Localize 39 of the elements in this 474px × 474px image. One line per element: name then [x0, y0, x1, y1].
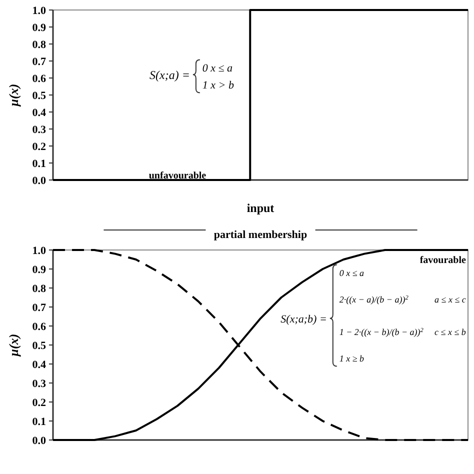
y-axis-title: μ(x) — [6, 334, 21, 358]
y-tick-label: 0.2 — [32, 396, 46, 409]
y-tick-label: 0.7 — [32, 56, 46, 68]
y-tick-label: 0.9 — [32, 22, 46, 34]
annotation: 1 − 2·((x − b)/(b − a))$^{2}$ — [339, 326, 424, 337]
y-tick-label: 0.9 — [32, 264, 46, 276]
text: partial membership — [214, 228, 308, 241]
y-tick-label: 0.3 — [32, 124, 46, 136]
y-tick-label: 1.0 — [32, 244, 46, 257]
y-tick-label: 0.7 — [32, 302, 46, 314]
annotation: 1 x > b — [202, 80, 234, 92]
annotation: favourable — [420, 255, 466, 266]
y-tick-label: 0.4 — [32, 358, 46, 371]
y-tick-label: 0.3 — [32, 378, 46, 390]
y-tick-label: 0.5 — [32, 90, 46, 102]
x-axis-title: input — [246, 201, 274, 215]
y-tick-label: 0.0 — [32, 434, 46, 447]
y-tick-label: 1.0 — [32, 4, 46, 17]
y-tick-label: 0.5 — [32, 340, 46, 352]
y-tick-label: 0.0 — [32, 174, 46, 187]
y-tick-label: 0.8 — [32, 282, 46, 295]
y-tick-label: 0.4 — [32, 106, 46, 119]
y-tick-label: 0.1 — [32, 158, 46, 170]
annotation: S(x;a;b) = — [280, 313, 327, 326]
annotation: unfavourable — [148, 170, 207, 182]
y-tick-label: 0.6 — [32, 72, 46, 85]
annotation: 0 x ≤ a — [339, 268, 365, 278]
annotation: 2·((x − a)/(b − a))$^{2}$ — [339, 294, 410, 305]
annotation: 1 x ≥ b — [339, 353, 365, 364]
annotation: a ≤ x ≤ c — [434, 294, 466, 305]
annotation: S(x;a) = — [150, 68, 190, 82]
line-series — [52, 249, 469, 441]
y-tick-label: 0.6 — [32, 320, 46, 333]
y-tick-label: 0.1 — [32, 416, 46, 428]
annotation: 0 x ≤ a — [202, 62, 234, 75]
y-tick-label: 0.2 — [32, 140, 46, 153]
y-tick-label: 0.8 — [32, 38, 46, 51]
annotation: c ≤ x ≤ b — [434, 326, 466, 337]
y-axis-title: μ(x) — [6, 84, 21, 108]
